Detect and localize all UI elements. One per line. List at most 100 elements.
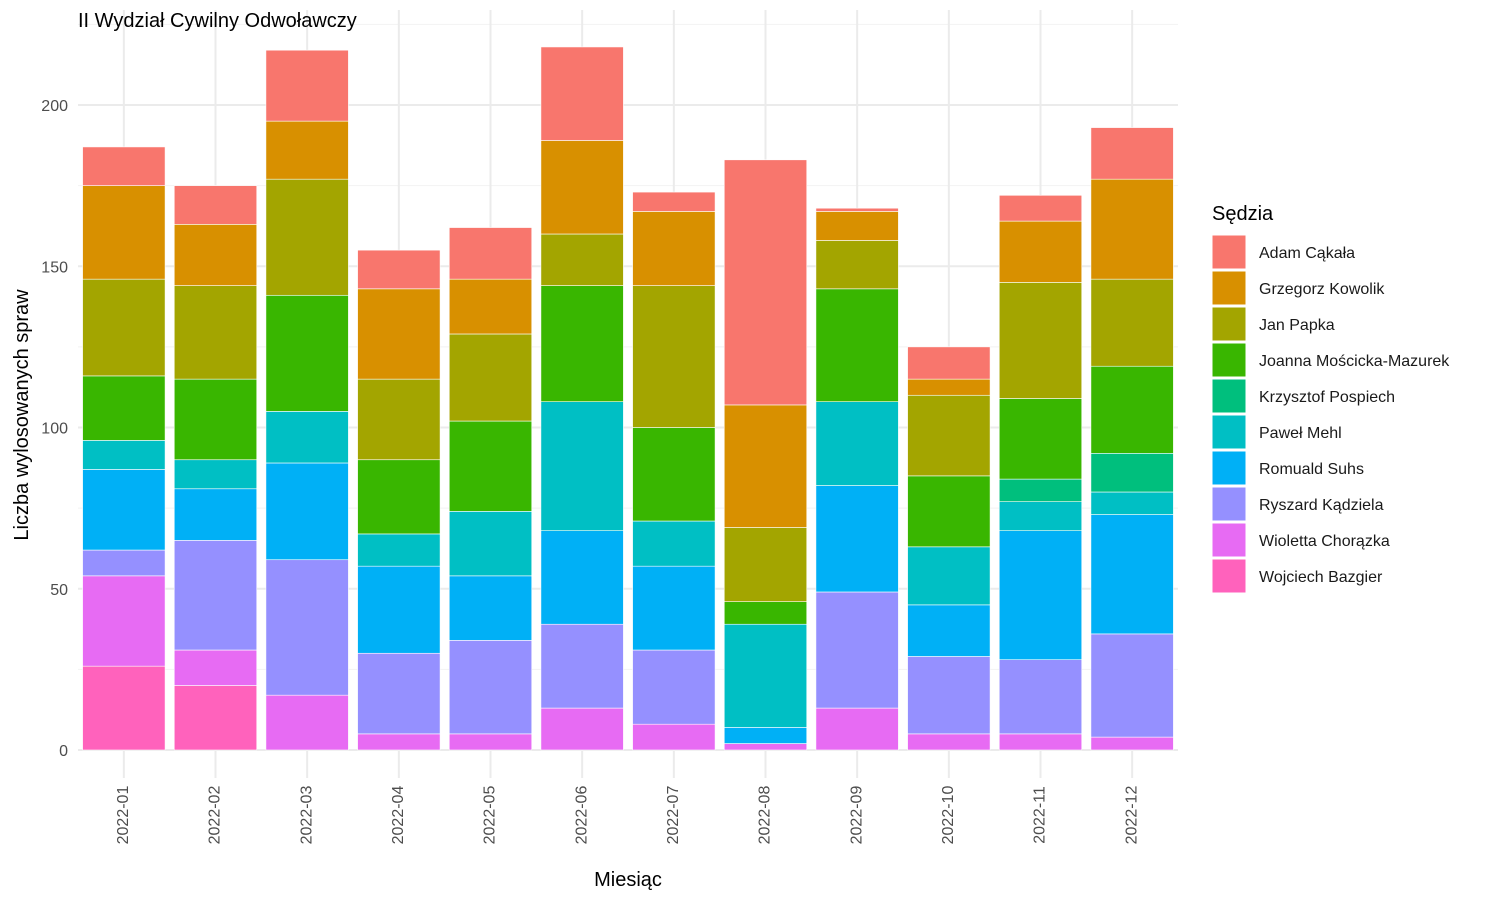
x-tick-label: 2022-01 bbox=[115, 786, 132, 845]
bar-segment bbox=[173, 285, 258, 380]
bar-segment bbox=[907, 656, 991, 735]
bar-segment bbox=[540, 140, 624, 235]
bar-segment bbox=[173, 185, 258, 225]
bar-segment bbox=[82, 278, 166, 377]
bar-segment bbox=[357, 378, 441, 461]
bar-segment bbox=[1090, 365, 1174, 454]
bar-segment bbox=[173, 224, 258, 286]
bar-segment bbox=[173, 459, 258, 490]
bar-segment bbox=[998, 733, 1083, 751]
bar-segment bbox=[540, 233, 624, 286]
bar-segment bbox=[632, 211, 716, 286]
bar-segment bbox=[448, 420, 533, 512]
bar-segment bbox=[723, 727, 808, 744]
bar-segment bbox=[1090, 178, 1174, 280]
bar-segment bbox=[815, 591, 899, 709]
bar-segment bbox=[998, 282, 1083, 399]
y-axis: 0 50 100 150 200 bbox=[41, 98, 68, 760]
bar-segment bbox=[265, 559, 349, 696]
bar-segment bbox=[265, 49, 349, 122]
bar-segment bbox=[815, 485, 899, 593]
legend-label: Joanna Mościcka-Mazurek bbox=[1259, 353, 1450, 370]
legend-key bbox=[1211, 558, 1247, 594]
x-tick-label: 2022-05 bbox=[482, 786, 499, 845]
bar-segment bbox=[540, 285, 624, 403]
bar-segment bbox=[632, 520, 716, 567]
x-tick-label: 2022-08 bbox=[757, 786, 774, 845]
y-tick-label: 150 bbox=[41, 259, 68, 276]
bar-segment bbox=[82, 469, 166, 551]
bar-segment bbox=[82, 575, 166, 667]
bar-segment bbox=[265, 178, 349, 296]
x-tick-label: 2022-11 bbox=[1032, 786, 1049, 844]
bar-segment bbox=[723, 743, 808, 751]
bar-segment bbox=[265, 294, 349, 412]
bar-segment bbox=[907, 604, 991, 657]
bar-segment bbox=[998, 501, 1083, 531]
bar-segment bbox=[448, 575, 533, 641]
bar-segment bbox=[1090, 514, 1174, 635]
bar-segment bbox=[1090, 452, 1174, 493]
bar-segment bbox=[632, 285, 716, 428]
bar-segment bbox=[723, 601, 808, 625]
bar-segment bbox=[998, 220, 1083, 283]
bar-segment bbox=[1090, 127, 1174, 180]
bar-segment bbox=[540, 707, 624, 751]
bar-segment bbox=[632, 191, 716, 212]
bar-segment bbox=[357, 249, 441, 290]
bar-segment bbox=[357, 565, 441, 654]
bar-segment bbox=[815, 240, 899, 290]
x-tick-label: 2022-04 bbox=[390, 786, 407, 845]
bar-segment bbox=[448, 278, 533, 335]
x-axis: 2022-01 2022-02 2022-03 2022-04 2022-05 2022-… bbox=[115, 786, 1140, 845]
legend-key bbox=[1211, 450, 1247, 486]
bar-segment bbox=[723, 159, 808, 406]
bar-segment bbox=[907, 378, 991, 396]
chart-title: II Wydział Cywilny Odwoławczy bbox=[78, 10, 357, 32]
legend-label: Krzysztof Pospiech bbox=[1259, 389, 1395, 406]
y-tick-label: 200 bbox=[41, 98, 68, 115]
bar-segment bbox=[815, 211, 899, 241]
bar-segment bbox=[998, 195, 1083, 222]
bar-segment bbox=[82, 665, 166, 751]
legend-title: Sędzia bbox=[1212, 203, 1274, 225]
legend-label: Romuald Suhs bbox=[1259, 461, 1364, 478]
legend: Sędzia Adam Cąkała Grzegorz Kowolik Jan Pa… bbox=[1211, 203, 1450, 594]
bar-segment bbox=[540, 623, 624, 709]
bar-segment bbox=[173, 685, 258, 751]
legend-key bbox=[1211, 486, 1247, 522]
bar-segment bbox=[632, 427, 716, 522]
bars bbox=[82, 46, 1174, 751]
bar-segment bbox=[632, 723, 716, 751]
y-tick-label: 100 bbox=[41, 421, 68, 438]
bar-segment bbox=[448, 333, 533, 422]
bar-segment bbox=[723, 527, 808, 602]
bar-segment bbox=[448, 227, 533, 280]
bar-segment bbox=[998, 478, 1083, 502]
bar-segment bbox=[540, 401, 624, 532]
legend-label: Wioletta Chorązka bbox=[1259, 533, 1390, 550]
x-tick-label: 2022-06 bbox=[573, 786, 590, 845]
bar-segment bbox=[357, 733, 441, 751]
x-tick-label: 2022-10 bbox=[940, 786, 957, 845]
bar-segment bbox=[815, 288, 899, 403]
bar-segment bbox=[448, 511, 533, 577]
bar-segment bbox=[82, 549, 166, 577]
bar-segment bbox=[998, 530, 1083, 661]
legend-label: Wojciech Bazgier bbox=[1259, 569, 1383, 586]
legend-label: Adam Cąkała bbox=[1259, 245, 1355, 262]
x-tick-label: 2022-09 bbox=[848, 786, 865, 845]
bar-segment bbox=[907, 733, 991, 751]
bar-segment bbox=[265, 462, 349, 561]
bar-segment bbox=[173, 488, 258, 541]
legend-key bbox=[1211, 306, 1247, 342]
bar-segment bbox=[1090, 736, 1174, 751]
x-tick-label: 2022-07 bbox=[665, 786, 682, 845]
x-tick-label: 2022-03 bbox=[298, 786, 315, 845]
x-tick-label: 2022-12 bbox=[1123, 786, 1140, 845]
bar-segment bbox=[82, 375, 166, 441]
legend-label: Ryszard Kądziela bbox=[1259, 497, 1384, 514]
bar-segment bbox=[173, 649, 258, 686]
bar-segment bbox=[82, 146, 166, 186]
